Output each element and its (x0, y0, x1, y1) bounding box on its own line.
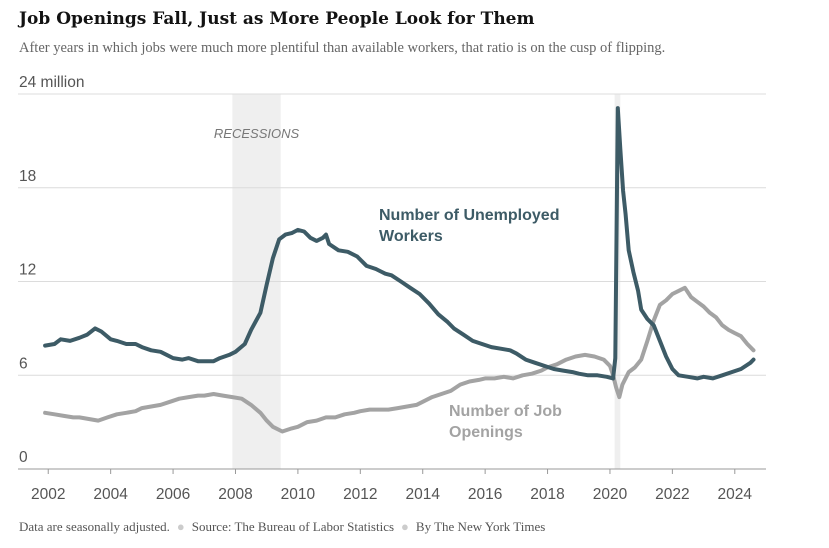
footer-credit: By The New York Times (415, 519, 546, 534)
chart-footer: Data are seasonally adjusted. ● Source: Th… (19, 519, 545, 535)
x-tick-label: 2008 (218, 486, 252, 503)
footer-note: Data are seasonally adjusted. (19, 519, 170, 534)
x-tick-label: 2020 (593, 486, 628, 503)
x-tick-label: 2022 (655, 486, 689, 503)
x-tick-label: 2016 (468, 486, 502, 503)
x-tick-label: 2006 (156, 486, 190, 503)
openings-line (43, 285, 756, 434)
x-axis-ticks: 2002 2004 2006 2008 2010 2012 2014 2016 2018 2020… (31, 469, 752, 503)
openings-series-label: Openings (449, 424, 523, 441)
gridlines (18, 93, 766, 470)
y-axis-ticks: 0 6 12 18 24 million (19, 74, 84, 466)
chart-subtitle: After years in which jobs were much more… (19, 40, 666, 56)
x-tick-label: 2024 (718, 486, 753, 503)
y-tick-label: 6 (19, 355, 28, 372)
y-tick-label: 0 (19, 449, 28, 466)
x-tick-label: 2002 (31, 486, 65, 503)
y-tick-label: 18 (19, 168, 36, 185)
unemployed-series-label: Workers (379, 228, 443, 245)
unemployed-series-label: Number of Unemployed (379, 207, 559, 224)
x-tick-label: 2010 (281, 486, 316, 503)
unemployed-line (43, 106, 756, 381)
y-tick-label: 12 (19, 262, 36, 279)
separator-dot-icon: ● (401, 519, 409, 534)
y-tick-label: 24 million (19, 74, 84, 91)
x-tick-label: 2018 (530, 486, 564, 503)
openings-series-label: Number of Job (449, 403, 562, 420)
x-tick-label: 2012 (343, 486, 377, 503)
x-tick-label: 2004 (93, 486, 128, 503)
series-lines (43, 106, 756, 434)
recessions-label: RECESSIONS (214, 126, 300, 141)
x-tick-label: 2014 (405, 486, 440, 503)
separator-dot-icon: ● (176, 519, 185, 534)
chart-title: Job Openings Fall, Just as More People L… (19, 9, 535, 29)
series-labels: Number of Unemployed Workers Number of Job… (379, 207, 562, 441)
footer-source: Source: The Bureau of Labor Statistics (191, 519, 395, 534)
